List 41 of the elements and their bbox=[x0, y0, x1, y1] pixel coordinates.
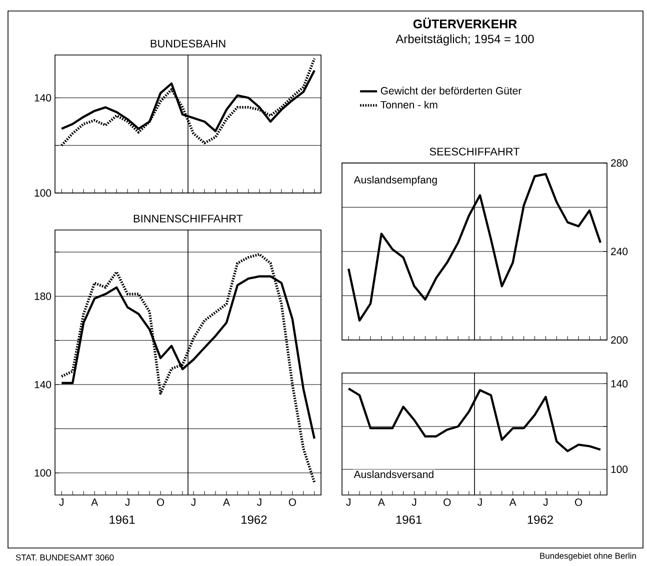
text: Auslandsempfang bbox=[354, 176, 437, 186]
text: Auslandsversand bbox=[354, 470, 434, 478]
text: 1961 bbox=[396, 515, 422, 524]
y-tick-label: 280 bbox=[611, 159, 628, 167]
x-tick-label: O bbox=[288, 498, 296, 506]
x-tick-label: O bbox=[156, 498, 164, 506]
chart-title: BUNDESBAHN bbox=[150, 40, 226, 48]
x-tick-label: O bbox=[444, 498, 451, 506]
x-tick-label: J bbox=[543, 498, 548, 506]
text: 1961 bbox=[110, 515, 135, 524]
y-tick-label: 100 bbox=[34, 469, 52, 477]
x-tick-label: J bbox=[256, 498, 262, 506]
chart-title: BINNENSCHIFFAHRT bbox=[134, 214, 243, 222]
chart-title: SEESCHIFFAHRT bbox=[430, 148, 520, 156]
y-tick-label: 240 bbox=[611, 248, 628, 256]
y-tick-label: 140 bbox=[611, 380, 628, 388]
text: 1962 bbox=[242, 515, 267, 524]
x-tick-label: O bbox=[574, 498, 582, 506]
x-tick-label: J bbox=[125, 498, 130, 506]
x-tick-label: A bbox=[509, 498, 516, 506]
text: Arbeitstäglich; 1954 = 100 bbox=[396, 34, 534, 46]
legend-label: Tonnen - km bbox=[380, 100, 438, 109]
text: STAT. BUNDESAMT 3060 bbox=[16, 554, 114, 560]
y-tick-label: 100 bbox=[611, 466, 628, 474]
x-tick-label: A bbox=[223, 498, 230, 506]
text: Bundesgebiet ohne Berlin bbox=[540, 552, 636, 560]
text: 1962 bbox=[528, 515, 553, 524]
y-tick-label: 180 bbox=[34, 292, 52, 300]
x-tick-label: J bbox=[59, 498, 64, 506]
legend-label: Gewicht der beförderten Güter bbox=[380, 86, 522, 94]
x-tick-label: A bbox=[91, 498, 98, 506]
y-tick-label: 140 bbox=[34, 380, 52, 388]
text: GÜTERVERKEHR bbox=[413, 18, 517, 28]
x-tick-label: J bbox=[346, 498, 350, 506]
y-tick-label: 200 bbox=[611, 336, 628, 344]
x-tick-label: J bbox=[191, 498, 196, 506]
y-tick-label: 140 bbox=[34, 94, 52, 102]
x-tick-label: J bbox=[412, 498, 416, 506]
x-tick-label: J bbox=[478, 498, 482, 506]
x-tick-label: A bbox=[378, 498, 385, 506]
y-tick-label: 100 bbox=[34, 189, 52, 197]
